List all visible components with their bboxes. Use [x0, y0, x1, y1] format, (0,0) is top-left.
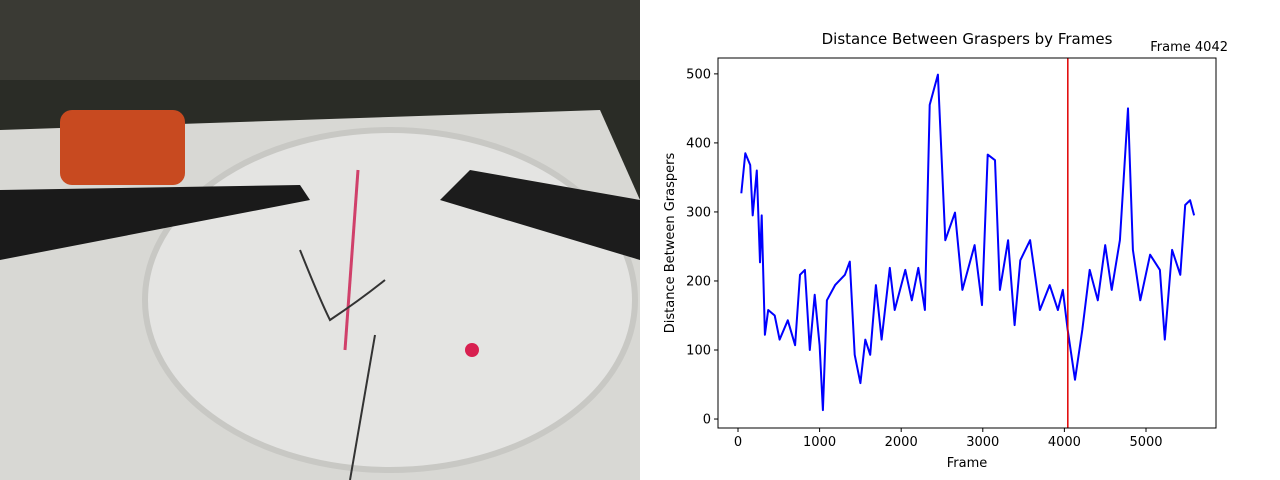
suture — [299, 249, 386, 322]
data-line — [740, 73, 1196, 412]
axes-frame — [717, 57, 1217, 429]
x-axis-label: Frame — [947, 456, 988, 471]
pad — [142, 127, 638, 473]
y-axis-label: Distance Between Graspers — [663, 153, 678, 334]
x-tick-label: 1000 — [803, 435, 836, 450]
x-tick-label: 2000 — [885, 435, 918, 450]
chart: Distance Between Graspers by Frames Fram… — [663, 30, 1228, 471]
chart-title: Distance Between Graspers by Frames — [822, 30, 1113, 48]
suture-tail — [349, 334, 376, 480]
top-area — [0, 0, 640, 80]
mark — [465, 343, 479, 357]
y-tick-label: 500 — [686, 67, 711, 82]
x-tick-label: 0 — [734, 435, 742, 450]
incision — [343, 169, 360, 351]
grasper-left — [0, 185, 310, 260]
grasper-right — [440, 170, 640, 260]
video-frame — [0, 0, 640, 480]
y-tick-label: 300 — [686, 205, 711, 220]
y-tick-label: 100 — [686, 343, 711, 358]
x-tick-label: 3000 — [966, 435, 999, 450]
marker-label: Frame 4042 — [1150, 40, 1228, 55]
y-tick-label: 0 — [703, 413, 711, 428]
x-tick-label: 4000 — [1048, 435, 1081, 450]
grasper-handle — [60, 110, 185, 185]
x-tick-label: 5000 — [1129, 435, 1162, 450]
y-tick-label: 200 — [686, 274, 711, 289]
y-tick-label: 400 — [686, 136, 711, 151]
